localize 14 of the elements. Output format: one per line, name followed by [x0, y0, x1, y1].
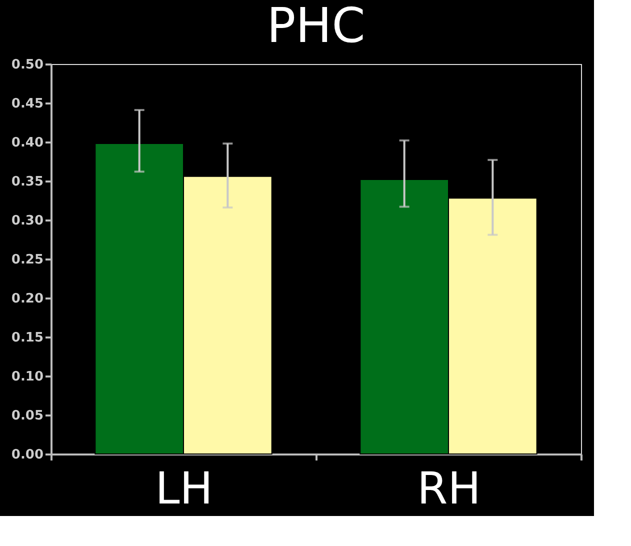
y-tick-label: 0.35 — [11, 174, 44, 190]
y-tick-label: 0.20 — [11, 292, 44, 306]
y-tick-label: 0.00 — [11, 448, 44, 462]
y-tick-label: 0.30 — [11, 214, 44, 228]
y-tick-label: 0.45 — [11, 96, 44, 112]
y-tick-label: 0.10 — [11, 370, 44, 384]
x-tick-label: LH — [155, 464, 213, 514]
x-tick-label: RH — [417, 464, 481, 514]
y-tick-label: 0.50 — [11, 58, 44, 72]
chart-title: PHC — [266, 0, 366, 54]
y-tick-label: 0.15 — [11, 330, 44, 346]
y-tick-label: 0.05 — [11, 408, 44, 424]
y-tick-label: 0.25 — [11, 252, 44, 268]
y-tick-label: 0.40 — [11, 136, 44, 150]
